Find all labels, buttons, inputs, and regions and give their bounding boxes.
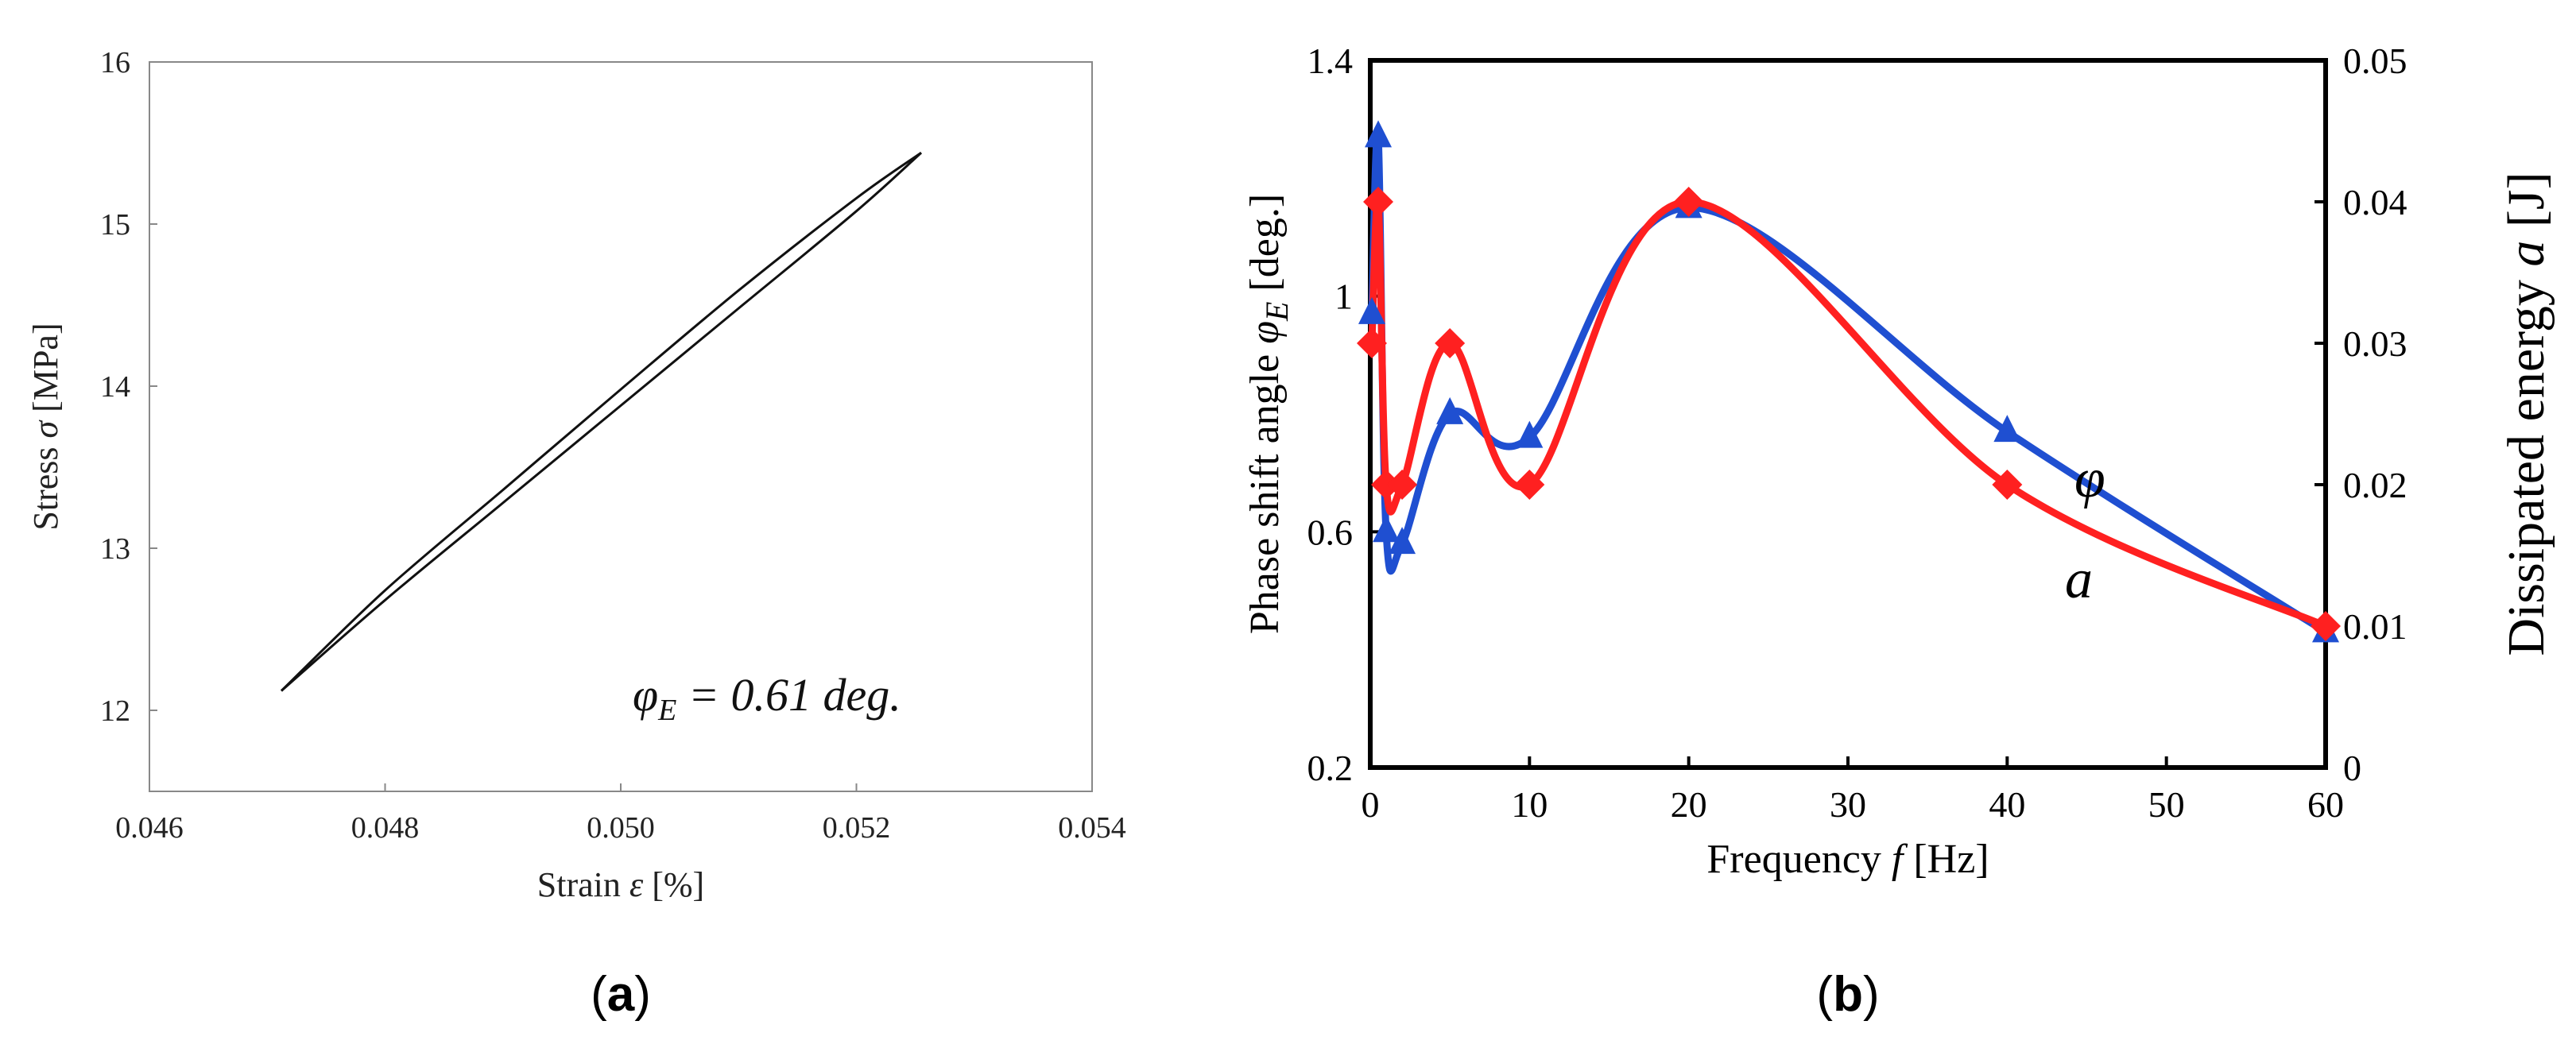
series-a-marker [1673,187,1704,217]
panel-b-right-y-axis-title-symbol: a [2497,241,2555,267]
panel-a-label-close: ) [634,967,651,1022]
panel-b-left-y-tick-label: 0.2 [1307,748,1354,788]
series-a-marker [2311,611,2341,641]
panel-b-right-y-tick-label: 0.01 [2343,606,2407,647]
panel-b-x-tick-label: 20 [1671,784,1707,825]
panel-b-x-tick-label: 50 [2148,784,2185,825]
panel-a-x-ticks: 0.046 0.048 0.050 0.052 0.054 [115,783,1126,845]
series-a-marker [1387,470,1418,500]
panel-a-loop-upper-branch [280,151,922,692]
panel-a: 0.046 0.048 0.050 0.052 0.054 12 13 14 15 16 Str… [26,46,1126,1022]
panel-a-loop-lower-branch [281,152,923,692]
panel-b-left-y-ticks: 0.2 0.6 1 1.4 [1307,41,1381,788]
panel-a-annotation-value: = 0.61 deg. [676,669,901,721]
series-line-phi [1368,129,2330,636]
series-label-a: a [2065,549,2093,610]
panel-a-y-tick-label: 15 [100,208,130,242]
panel-b-x-tick-label: 0 [1362,784,1380,825]
series-phi-marker [1389,527,1416,555]
panel-a-y-tick-label: 16 [100,46,130,79]
panel-b-x-axis-title-unit: [Hz] [1903,837,1989,882]
panel-a-annotation: φE = 0.61 deg. [633,669,901,727]
series-phi-marker [1436,396,1464,424]
panel-b-markers [1357,120,2341,643]
panel-b-right-y-ticks: 0 0.01 0.02 0.03 0.04 0.05 [2315,41,2407,788]
panel-b-x-ticks: 0 10 20 30 40 50 60 [1362,756,2344,825]
series-a-marker [1371,470,1402,500]
panel-b-curves [1368,129,2330,636]
panel-b-x-axis-title-text: Frequency [1706,837,1891,882]
panel-a-hysteresis-loop [280,151,923,692]
panel-a-x-tick-label: 0.046 [115,811,184,845]
panel-b-right-y-axis-title-unit: [J] [2497,172,2555,240]
panel-a-label-letter: a [607,967,635,1022]
panel-a-x-axis-title-symbol: ε [629,865,644,904]
panel-a-x-tick-label: 0.050 [587,811,655,845]
panel-a-y-tick-label: 12 [100,694,130,728]
series-a-marker [1435,328,1466,358]
panel-b-x-axis-title: Frequency f [Hz] [1706,837,1989,882]
series-a-marker [1363,187,1394,217]
panel-b-left-y-axis-title: Phase shift angle φE [deg.] [1242,194,1295,634]
series-a-marker [1992,470,2023,500]
panel-b-right-y-tick-label: 0.04 [2343,182,2407,222]
panel-b-x-tick-label: 10 [1511,784,1548,825]
panel-b-left-y-axis-title-text: Phase shift angle [1242,344,1288,634]
panel-a-x-tick-label: 0.048 [351,811,420,845]
panel-b-left-y-tick-label: 1.4 [1307,41,1354,81]
series-a-marker [1514,470,1545,500]
panel-a-x-tick-label: 0.052 [823,811,891,845]
panel-b-right-y-tick-label: 0.05 [2343,41,2407,81]
series-label-phi: φ [2074,448,2105,509]
panel-b-left-y-axis-title-subscript: E [1259,302,1295,322]
panel-a-label: (a) [591,967,651,1022]
panel-b-plot-frame [1368,58,2328,770]
panel-b-label-close: ) [1863,967,1880,1022]
series-phi-marker [1516,420,1544,448]
panel-b-label-letter: b [1833,967,1863,1022]
series-phi-marker [1358,296,1386,324]
panel-b-x-tick-label: 40 [1989,784,2025,825]
panel-b-right-y-tick-label: 0 [2343,748,2361,788]
panel-a-annotation-subscript: E [657,694,676,727]
panel-a-y-axis-title-symbol: σ [26,420,65,439]
panel-b-right-y-tick-label: 0.03 [2343,323,2407,364]
series-phi-marker [1373,515,1400,543]
panel-b-x-tick-label: 60 [2307,784,2344,825]
panel-b: 0 10 20 30 40 50 60 0.2 0.6 1 1.4 0 0.01 0.02 0.03 0.… [1242,41,2555,1022]
panel-b-left-y-axis-title-symbol: φ [1242,321,1288,344]
panel-a-y-axis-title-unit: [MPa] [26,323,65,420]
series-a-marker [1357,328,1388,358]
panel-b-label: (b) [1816,967,1879,1022]
panel-b-x-tick-label: 30 [1830,784,1866,825]
panel-a-y-axis-title: Stress σ [MPa] [26,323,65,530]
series-phi-marker [1993,415,2021,443]
panel-a-x-tick-label: 0.054 [1058,811,1126,845]
panel-a-y-ticks: 12 13 14 15 16 [100,46,157,728]
panel-a-label-open: ( [591,967,607,1022]
panel-b-right-y-axis-title-text: Dissipated energy [2497,267,2555,656]
series-phi-marker [1365,120,1393,148]
panel-b-label-open: ( [1816,967,1833,1022]
panel-a-annotation-symbol: φ [633,669,658,721]
panel-a-x-axis-title-text: Strain [537,865,629,904]
panel-b-right-y-axis-title: Dissipated energy a [J] [2497,172,2555,655]
panel-b-left-y-tick-label: 1 [1334,277,1353,317]
panel-a-x-axis-title: Strain ε [%] [537,865,704,904]
panel-b-left-y-axis-title-unit: [deg.] [1242,194,1288,302]
panel-b-left-y-tick-label: 0.6 [1307,512,1354,552]
panel-a-y-tick-label: 13 [100,532,130,566]
panel-a-y-tick-label: 14 [100,370,130,404]
panel-a-x-axis-title-unit: [%] [643,865,704,904]
panel-b-right-y-tick-label: 0.02 [2343,465,2407,505]
series-line-a [1368,195,2330,630]
panel-a-y-axis-title-text: Stress [26,439,65,531]
